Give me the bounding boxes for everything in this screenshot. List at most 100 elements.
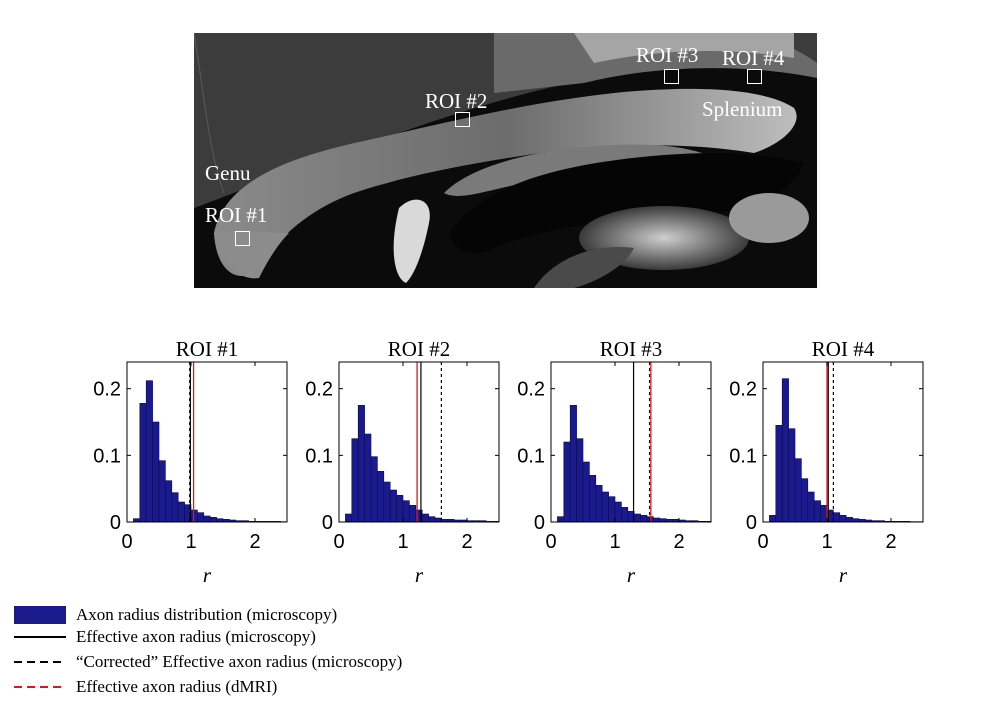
roi4-bar: [801, 478, 809, 523]
roi2-bar: [421, 513, 429, 523]
roi2-bar: [473, 520, 481, 523]
roi2-bar: [409, 505, 417, 523]
roi1-bar: [254, 521, 262, 523]
roi3-bar: [569, 405, 577, 523]
roi2-bar: [383, 481, 391, 523]
roi2-bar: [453, 519, 461, 523]
roi1-xtick-label: 0: [121, 531, 132, 553]
roi4-bar: [845, 517, 853, 523]
roi2-bar: [345, 513, 353, 523]
roi4-bar: [826, 509, 834, 523]
roi3-ytick-label: 0.2: [517, 379, 545, 401]
roi1-bar: [165, 480, 173, 523]
roi1-xtick-label: 1: [185, 531, 196, 553]
roi4-bar: [897, 521, 905, 523]
legend-item-dmri: Effective axon radius (dMRI): [14, 676, 534, 698]
roi4-bar: [781, 378, 789, 523]
splenium-label: Splenium: [702, 97, 783, 121]
roi2-bar: [357, 405, 365, 523]
roi2-bar: [428, 516, 436, 523]
roi3-bar: [691, 520, 699, 523]
roi1-bar: [209, 517, 217, 523]
roi2-bar: [402, 500, 410, 523]
roi2-xlabel: r: [415, 563, 424, 587]
legend-label-effective: Effective axon radius (microscopy): [76, 627, 316, 646]
roi1-bar: [229, 519, 237, 523]
roi3-bar: [665, 519, 673, 523]
roi3-bar: [576, 438, 584, 523]
legend-patch-distribution: [14, 606, 66, 624]
legend-item-effective: Effective axon radius (microscopy): [14, 626, 534, 648]
roi2-bar: [396, 495, 404, 523]
roi2-bar: [466, 520, 474, 523]
roi4-axes-frame: [762, 361, 924, 523]
roi1-bar: [184, 504, 192, 523]
roi2-bar: [389, 489, 397, 523]
roi4-bar: [839, 515, 847, 523]
roi3-bar: [557, 516, 565, 523]
roi2-title: ROI #2: [388, 337, 450, 361]
roi3-bar: [672, 519, 680, 523]
roi3-bar: [685, 520, 693, 523]
roi3-bar: [621, 507, 629, 523]
roi3-title: ROI #3: [600, 337, 662, 361]
roi1-bar: [248, 521, 256, 523]
roi3-bar: [704, 521, 712, 523]
roi1-ytick-label: 0.2: [93, 379, 121, 401]
legend-line-corrected: [14, 661, 66, 663]
roi1-bar: [216, 518, 224, 523]
roi2-bar: [492, 521, 500, 523]
roi2-axes-frame: [338, 361, 500, 523]
tissue-drawing: [194, 33, 817, 288]
legend-label-dmri: Effective axon radius (dMRI): [76, 677, 278, 696]
roi4-xtick-label: 0: [757, 531, 768, 553]
roi1-bar: [158, 460, 166, 523]
roi4-bar: [890, 521, 898, 523]
roi2-xtick-label: 2: [461, 531, 472, 553]
roi3-bar: [608, 496, 616, 523]
roi4-bar: [775, 425, 783, 523]
roi4-bar: [903, 521, 911, 523]
roi3-axes-frame: [550, 361, 712, 523]
roi4-bar: [833, 512, 841, 523]
roi2-label: ROI #2: [425, 89, 488, 113]
roi4-bar: [788, 428, 796, 523]
roi1-bar: [235, 520, 243, 523]
legend-label-distribution: Axon radius distribution (microscopy): [76, 605, 338, 624]
roi4-xtick-label: 2: [885, 531, 896, 553]
roi2-bar: [370, 456, 378, 523]
roi3-bar: [697, 521, 705, 523]
genu-label: Genu: [205, 161, 251, 185]
roi3-bar: [595, 485, 603, 523]
roi4-bar: [877, 520, 885, 523]
roi3-bar: [601, 491, 609, 523]
roi1-bar: [273, 521, 281, 523]
roi1-bar: [190, 509, 198, 523]
roi2-ytick-label: 0.2: [305, 379, 333, 401]
roi1-xlabel: r: [203, 563, 212, 587]
roi2-bar: [485, 521, 493, 523]
roi4-xtick-label: 1: [821, 531, 832, 553]
roi3-xtick-label: 1: [609, 531, 620, 553]
roi4-bar: [807, 491, 815, 523]
roi2-xtick-label: 0: [333, 531, 344, 553]
roi2-bar: [415, 509, 423, 523]
roi1-title: ROI #1: [176, 337, 238, 361]
roi4-bar: [852, 518, 860, 523]
roi2-bar: [441, 519, 449, 523]
roi3-box: [664, 69, 679, 84]
roi4-box: [747, 69, 762, 84]
roi1-bar: [145, 380, 153, 523]
legend-label-corrected: “Corrected” Effective axon radius (micro…: [76, 652, 403, 671]
roi1-bar: [171, 492, 179, 523]
roi4-ytick-label: 0.2: [729, 379, 757, 401]
roi3-label: ROI #3: [636, 43, 699, 67]
roi2-xtick-label: 1: [397, 531, 408, 553]
roi3-bar: [659, 518, 667, 523]
roi3-xlabel: r: [627, 563, 636, 587]
roi2-box: [455, 112, 470, 127]
roi2-ytick-label: 0: [322, 512, 333, 534]
roi3-bar: [563, 441, 571, 523]
legend-item-corrected: “Corrected” Effective axon radius (micro…: [14, 651, 534, 673]
roi2-bar: [434, 517, 442, 523]
